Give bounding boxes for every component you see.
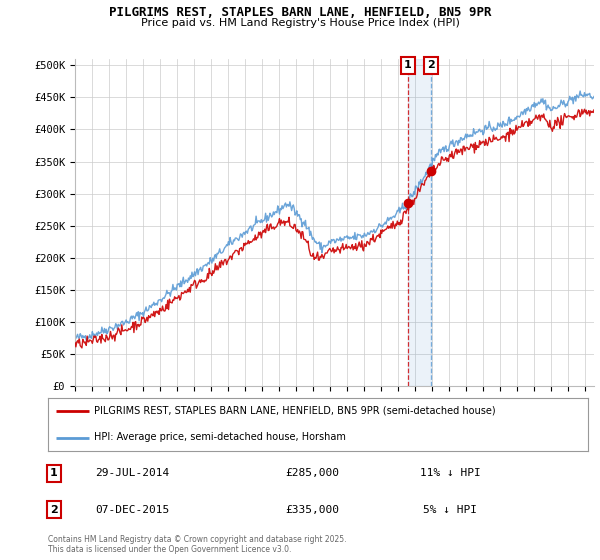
Text: £335,000: £335,000	[285, 505, 339, 515]
Text: 5% ↓ HPI: 5% ↓ HPI	[423, 505, 477, 515]
Text: Price paid vs. HM Land Registry's House Price Index (HPI): Price paid vs. HM Land Registry's House …	[140, 18, 460, 28]
Text: PILGRIMS REST, STAPLES BARN LANE, HENFIELD, BN5 9PR (semi-detached house): PILGRIMS REST, STAPLES BARN LANE, HENFIE…	[94, 406, 496, 416]
Text: HPI: Average price, semi-detached house, Horsham: HPI: Average price, semi-detached house,…	[94, 432, 346, 442]
Text: 07-DEC-2015: 07-DEC-2015	[95, 505, 169, 515]
Text: PILGRIMS REST, STAPLES BARN LANE, HENFIELD, BN5 9PR: PILGRIMS REST, STAPLES BARN LANE, HENFIE…	[109, 6, 491, 18]
Text: Contains HM Land Registry data © Crown copyright and database right 2025.
This d: Contains HM Land Registry data © Crown c…	[48, 535, 347, 554]
Text: 2: 2	[427, 60, 435, 70]
Text: 29-JUL-2014: 29-JUL-2014	[95, 468, 169, 478]
Bar	[408, 59, 431, 386]
Text: 1: 1	[50, 468, 58, 478]
Text: £285,000: £285,000	[285, 468, 339, 478]
Text: 1: 1	[404, 60, 412, 70]
Text: 2: 2	[50, 505, 58, 515]
Text: 11% ↓ HPI: 11% ↓ HPI	[419, 468, 481, 478]
